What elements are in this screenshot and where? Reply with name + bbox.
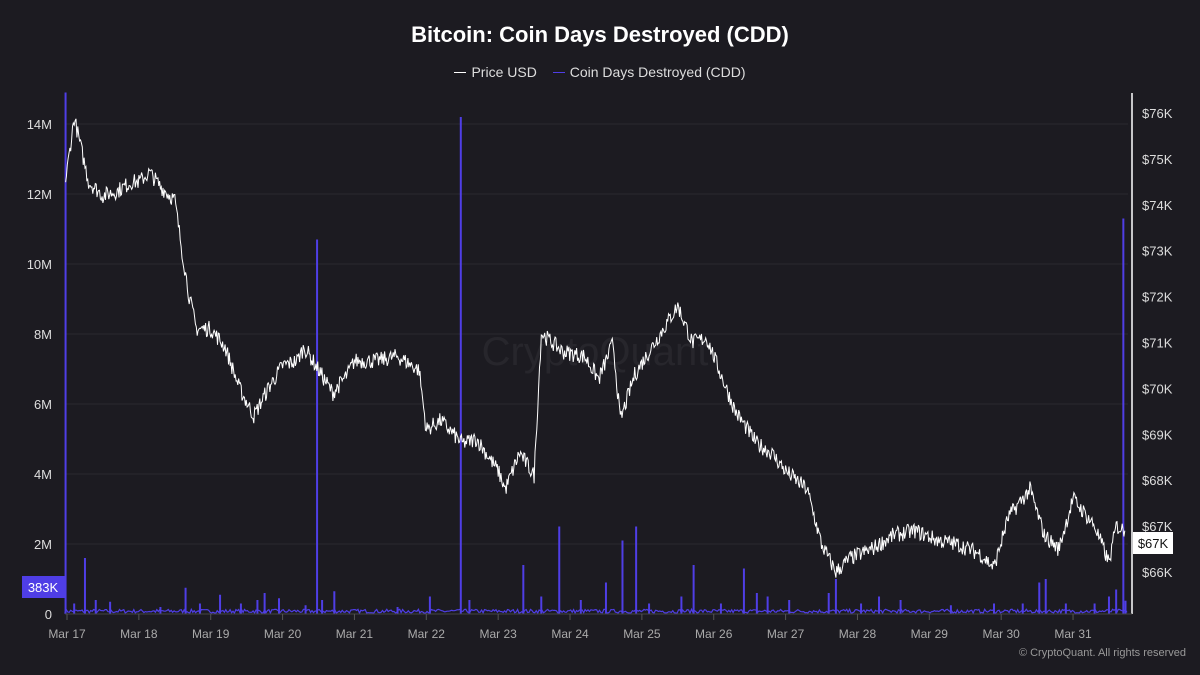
price-label-text: $67K — [1138, 536, 1169, 551]
cdd-current-label: 383K — [22, 576, 65, 598]
right-tick-label: $68K — [1142, 473, 1173, 488]
price-current-label: $67K — [1133, 532, 1173, 554]
left-tick-label: 10M — [27, 257, 52, 272]
chart-title: Bitcoin: Coin Days Destroyed (CDD) — [411, 22, 789, 47]
x-tick-label: Mar 29 — [911, 627, 949, 641]
right-tick-label: $71K — [1142, 336, 1173, 351]
left-tick-label: 14M — [27, 117, 52, 132]
x-tick-label: Mar 20 — [264, 627, 302, 641]
cdd-label-box — [22, 576, 65, 598]
cdd-label-text: 383K — [28, 580, 59, 595]
x-tick-label: Mar 31 — [1054, 627, 1092, 641]
right-tick-label: $76K — [1142, 106, 1173, 121]
x-tick-label: Mar 28 — [839, 627, 877, 641]
right-tick-label: $74K — [1142, 198, 1173, 213]
right-tick-label: $69K — [1142, 427, 1173, 442]
legend-label: Coin Days Destroyed (CDD) — [569, 64, 746, 81]
right-tick-label: $73K — [1142, 244, 1173, 259]
price-series — [65, 118, 1126, 578]
left-tick-label: 6M — [34, 397, 52, 412]
x-tick-label: Mar 30 — [983, 627, 1021, 641]
legend: Price USD Coin Days Destroyed (CDD) — [0, 60, 1200, 80]
right-tick-label: $75K — [1142, 152, 1173, 167]
grid — [65, 123, 1128, 545]
x-tick-label: Mar 23 — [479, 627, 517, 641]
legend-item-price[interactable]: Price USD — [454, 64, 537, 81]
x-tick-label: Mar 27 — [767, 627, 805, 641]
x-tick-label: Mar 24 — [551, 627, 589, 641]
x-tick-label: Mar 26 — [695, 627, 733, 641]
legend-label: Price USD — [471, 64, 537, 81]
x-tick-label: Mar 25 — [623, 627, 661, 641]
x-tick-label: Mar 22 — [408, 627, 446, 641]
axes: 0 2M 4M 6M 8M 10M 12M 14M $66K $67K $68K $69K $70K $7… — [22, 93, 1173, 641]
right-tick-label: $72K — [1142, 290, 1173, 305]
left-tick-label: 4M — [34, 467, 52, 482]
price-swatch-icon — [454, 71, 467, 73]
x-tick-label: Mar 18 — [120, 627, 158, 641]
cdd-swatch-icon — [552, 71, 565, 73]
left-tick-label: 0 — [45, 607, 52, 622]
x-tick-label: Mar 21 — [336, 627, 374, 641]
right-tick-label: $66K — [1142, 565, 1173, 580]
left-tick-label: 8M — [34, 327, 52, 342]
cdd-baseline-line — [64, 607, 1128, 615]
right-tick-label: $70K — [1142, 381, 1173, 396]
price-line — [65, 118, 1126, 578]
x-tick-label: Mar 17 — [48, 627, 86, 641]
price-label-box — [1133, 532, 1173, 554]
left-tick-label: 2M — [34, 537, 52, 552]
copyright-footer: © CryptoQuant. All rights reserved — [1018, 647, 1186, 659]
left-tick-label: 12M — [27, 187, 52, 202]
right-tick-label: $67K — [1142, 519, 1173, 534]
x-tick-label: Mar 19 — [192, 627, 230, 641]
legend-item-cdd[interactable]: Coin Days Destroyed (CDD) — [552, 64, 746, 81]
cdd-series — [64, 92, 1128, 615]
